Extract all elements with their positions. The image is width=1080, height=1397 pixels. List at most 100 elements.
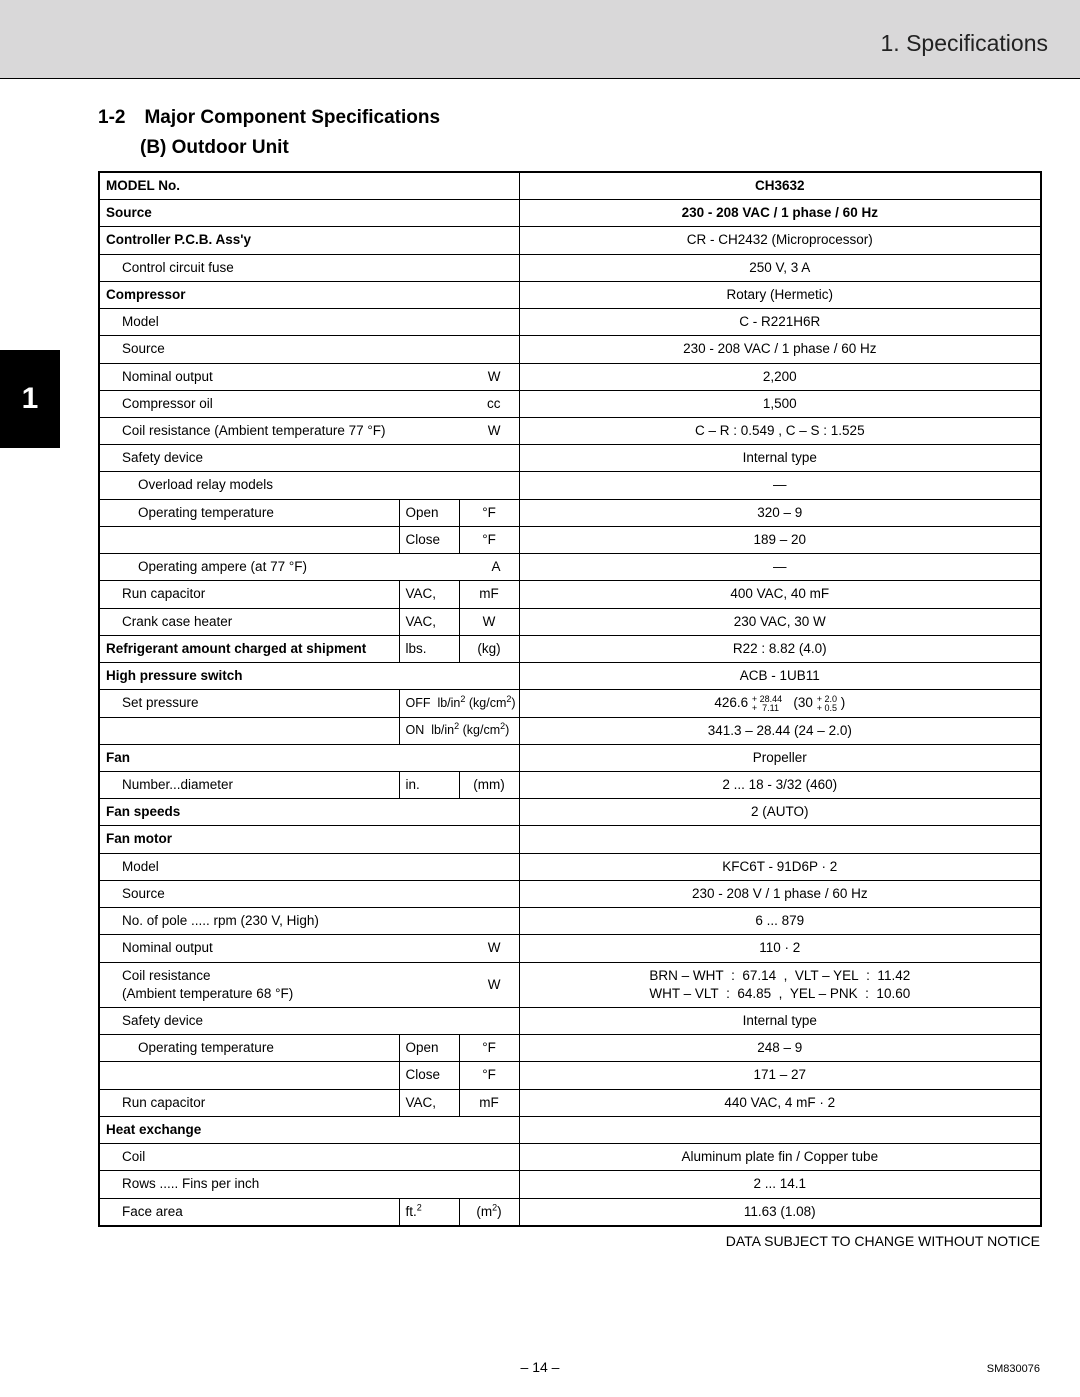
spec-unit: °F — [459, 526, 519, 553]
spec-value — [519, 826, 1041, 853]
spec-label: Safety device — [99, 1008, 519, 1035]
spec-label: Run capacitor — [99, 581, 399, 608]
table-row: High pressure switchACB - 1UB11 — [99, 662, 1041, 689]
spec-unit: A — [399, 554, 519, 581]
spec-label: No. of pole ..... rpm (230 V, High) — [99, 908, 519, 935]
spec-unit: °F — [459, 499, 519, 526]
spec-label — [99, 717, 399, 744]
spec-value: 171 – 27 — [519, 1062, 1041, 1089]
spec-label: Overload relay models — [99, 472, 519, 499]
spec-value: Propeller — [519, 744, 1041, 771]
spec-label: Compressor oil — [99, 390, 399, 417]
spec-value: — — [519, 554, 1041, 581]
spec-unit: OFF lb/in2 (kg/cm2) — [399, 690, 519, 717]
spec-label: Fan — [99, 744, 519, 771]
spec-value: 250 V, 3 A — [519, 254, 1041, 281]
spec-value: 189 – 20 — [519, 526, 1041, 553]
spec-unit: Close — [399, 526, 459, 553]
table-row: Heat exchange — [99, 1116, 1041, 1143]
spec-value: Aluminum plate fin / Copper tube — [519, 1144, 1041, 1171]
spec-value: ACB - 1UB11 — [519, 662, 1041, 689]
subsection-title: (B) Outdoor Unit — [98, 137, 1044, 159]
table-row: Coil resistance (Ambient temperature 77 … — [99, 417, 1041, 444]
spec-unit: VAC, — [399, 608, 459, 635]
spec-value: 440 VAC, 4 mF · 2 — [519, 1089, 1041, 1116]
spec-label: Nominal output — [99, 935, 399, 962]
spec-label — [99, 1062, 399, 1089]
spec-unit: VAC, — [399, 1089, 459, 1116]
spec-label: Coil resistance(Ambient temperature 68 °… — [99, 962, 399, 1007]
table-row: Safety deviceInternal type — [99, 1008, 1041, 1035]
page-number: – 14 – — [0, 1359, 1080, 1375]
spec-label: Source — [99, 200, 519, 227]
spec-label: Set pressure — [99, 690, 399, 717]
header-title: 1. Specifications — [881, 30, 1048, 57]
spec-value: KFC6T - 91D6P · 2 — [519, 853, 1041, 880]
spec-unit: W — [399, 962, 519, 1007]
spec-unit: W — [459, 608, 519, 635]
spec-label: Run capacitor — [99, 1089, 399, 1116]
section-heading: 1-2 Major Component Specifications — [98, 107, 1044, 129]
table-row: No. of pole ..... rpm (230 V, High)6 ...… — [99, 908, 1041, 935]
spec-value: Internal type — [519, 1008, 1041, 1035]
spec-unit: lbs. — [399, 635, 459, 662]
spec-value: 2 ... 14.1 — [519, 1171, 1041, 1198]
table-row: Rows ..... Fins per inch2 ... 14.1 — [99, 1171, 1041, 1198]
section-number: 1-2 — [98, 107, 140, 129]
spec-label: Safety device — [99, 445, 519, 472]
chapter-side-tab: 1 — [0, 350, 60, 448]
table-row: Coil resistance(Ambient temperature 68 °… — [99, 962, 1041, 1007]
spec-unit: in. — [399, 772, 459, 799]
table-row: Operating ampere (at 77 °F)A— — [99, 554, 1041, 581]
spec-value: 230 - 208 VAC / 1 phase / 60 Hz — [519, 200, 1041, 227]
spec-value: 2 ... 18 - 3/32 (460) — [519, 772, 1041, 799]
spec-unit: ON lb/in2 (kg/cm2) — [399, 717, 519, 744]
spec-label: Source — [99, 880, 519, 907]
table-row: Source230 - 208 VAC / 1 phase / 60 Hz — [99, 336, 1041, 363]
table-row: CoilAluminum plate fin / Copper tube — [99, 1144, 1041, 1171]
spec-unit: mF — [459, 581, 519, 608]
spec-unit: VAC, — [399, 581, 459, 608]
spec-label: Operating temperature — [99, 1035, 399, 1062]
table-row: CompressorRotary (Hermetic) — [99, 281, 1041, 308]
spec-value: 230 - 208 VAC / 1 phase / 60 Hz — [519, 336, 1041, 363]
spec-label: Fan motor — [99, 826, 519, 853]
table-row: Source230 - 208 VAC / 1 phase / 60 Hz — [99, 200, 1041, 227]
table-row: Controller P.C.B. Ass'yCR - CH2432 (Micr… — [99, 227, 1041, 254]
spec-label: High pressure switch — [99, 662, 519, 689]
disclaimer-note: DATA SUBJECT TO CHANGE WITHOUT NOTICE — [98, 1233, 1044, 1249]
table-row: Number...diameterin.(mm)2 ... 18 - 3/32 … — [99, 772, 1041, 799]
spec-value: 11.63 (1.08) — [519, 1198, 1041, 1226]
spec-value — [519, 1116, 1041, 1143]
spec-unit: °F — [459, 1062, 519, 1089]
table-row: Fan speeds2 (AUTO) — [99, 799, 1041, 826]
table-row: Fan motor — [99, 826, 1041, 853]
spec-label: MODEL No. — [99, 172, 519, 200]
spec-value: Rotary (Hermetic) — [519, 281, 1041, 308]
spec-label: Model — [99, 309, 519, 336]
spec-value: C – R : 0.549 , C – S : 1.525 — [519, 417, 1041, 444]
table-row: MODEL No.CH3632 — [99, 172, 1041, 200]
table-row: Close°F189 – 20 — [99, 526, 1041, 553]
spec-value: Internal type — [519, 445, 1041, 472]
section-title: Major Component Specifications — [144, 107, 440, 128]
spec-label: Operating temperature — [99, 499, 399, 526]
table-row: Compressor oilcc1,500 — [99, 390, 1041, 417]
spec-label: Crank case heater — [99, 608, 399, 635]
table-row: Operating temperatureOpen°F320 – 9 — [99, 499, 1041, 526]
page-header: 1. Specifications — [0, 0, 1080, 78]
spec-value: 400 VAC, 40 mF — [519, 581, 1041, 608]
specifications-table: MODEL No.CH3632Source230 - 208 VAC / 1 p… — [98, 171, 1042, 1227]
spec-unit: cc — [399, 390, 519, 417]
spec-unit: Close — [399, 1062, 459, 1089]
spec-label: Control circuit fuse — [99, 254, 519, 281]
table-row: Source230 - 208 V / 1 phase / 60 Hz — [99, 880, 1041, 907]
spec-value: 341.3 – 28.44 (24 – 2.0) — [519, 717, 1041, 744]
table-row: Run capacitorVAC,mF400 VAC, 40 mF — [99, 581, 1041, 608]
spec-label: Refrigerant amount charged at shipment — [99, 635, 399, 662]
spec-label: Operating ampere (at 77 °F) — [99, 554, 399, 581]
spec-label: Controller P.C.B. Ass'y — [99, 227, 519, 254]
spec-label: Nominal output — [99, 363, 399, 390]
spec-value: 320 – 9 — [519, 499, 1041, 526]
spec-label: Coil — [99, 1144, 519, 1171]
